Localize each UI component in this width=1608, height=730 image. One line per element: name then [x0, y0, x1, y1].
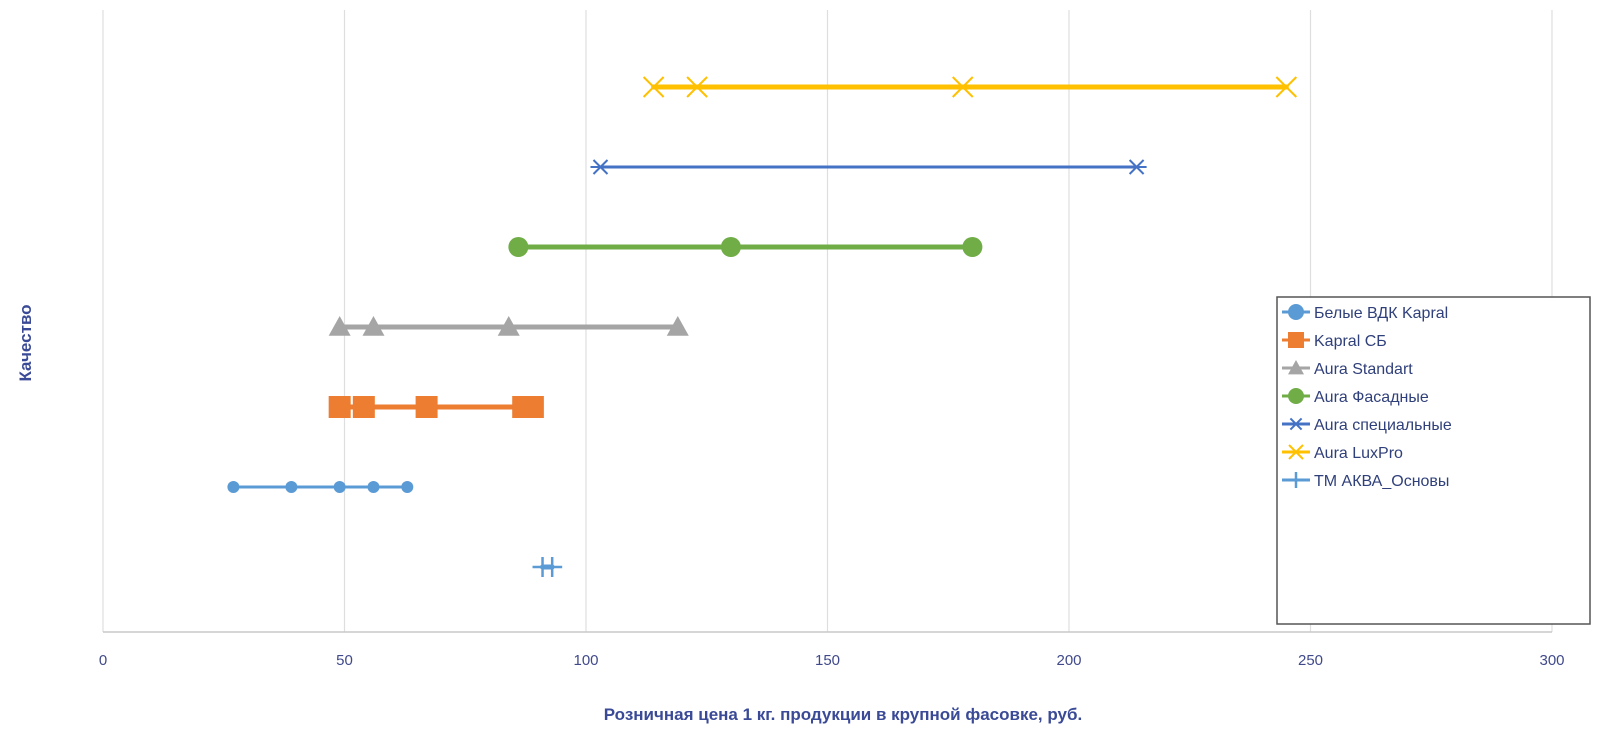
data-point-6-1: [542, 557, 563, 577]
legend-box: [1276, 296, 1591, 625]
data-point-0-3: [367, 481, 380, 493]
legend-marker-1: [1288, 332, 1304, 348]
legend-item-4: Aura специальные: [1282, 417, 1452, 434]
x-tick-label-150: 150: [815, 652, 840, 669]
data-point-0-1: [285, 481, 298, 493]
legend: Белые ВДК Kapral Kapral СБ Aura Standart Au…: [1276, 296, 1591, 625]
x-tick-label-200: 200: [1056, 652, 1081, 669]
data-point-3-2: [962, 237, 983, 257]
data-point-0-4: [401, 481, 414, 493]
data-point-5-3: [1275, 76, 1298, 98]
legend-label-4: Aura специальные: [1314, 417, 1452, 434]
legend-item-3: Aura Фасадные: [1282, 388, 1429, 406]
x-tick-label-250: 250: [1298, 652, 1323, 669]
data-point-5-1: [686, 76, 708, 98]
x-tick-label-50: 50: [336, 652, 353, 669]
data-point-0-2: [333, 481, 346, 493]
x-axis-title: Розничная цена 1 кг. продукции в крупной…: [604, 705, 1082, 724]
legend-marker-0: [1288, 304, 1304, 320]
series-5: [642, 76, 1298, 98]
data-point-1-1: [352, 396, 375, 418]
series-2: [328, 316, 689, 336]
data-point-2-2: [497, 316, 520, 336]
x-tick-label-100: 100: [573, 652, 598, 669]
legend-marker-6: [1288, 472, 1304, 488]
series-6: [532, 557, 563, 577]
legend-label-5: Aura LuxPro: [1314, 445, 1403, 462]
data-point-2-1: [362, 316, 385, 336]
series-1: [328, 396, 544, 418]
legend-marker-4: [1288, 417, 1304, 431]
legend-label-1: Kapral СБ: [1314, 333, 1387, 350]
data-point-1-0: [328, 396, 351, 418]
legend-label-2: Aura Standart: [1314, 361, 1413, 378]
data-point-2-0: [328, 316, 351, 336]
legend-marker-5: [1288, 444, 1304, 460]
data-point-4-1: [1126, 159, 1147, 175]
legend-item-2: Aura Standart: [1282, 360, 1413, 378]
series-4: [590, 159, 1147, 175]
legend-item-1: Kapral СБ: [1282, 332, 1387, 350]
legend-item-0: Белые ВДК Kapral: [1282, 304, 1448, 322]
x-tick-label-0: 0: [99, 652, 107, 669]
data-point-3-1: [720, 237, 741, 257]
y-axis-title: Качество: [16, 304, 35, 381]
data-point-4-0: [590, 159, 611, 175]
data-point-2-3: [666, 316, 689, 336]
x-axis-ticks: 0 50 100 150 200 250 300: [99, 652, 1565, 669]
series-0: [227, 481, 414, 493]
legend-marker-2: [1288, 360, 1304, 375]
legend-item-6: ТМ АКВА_Основы: [1282, 472, 1449, 490]
legend-marker-3: [1288, 388, 1304, 404]
x-tick-label-300: 300: [1539, 652, 1564, 669]
data-point-5-0: [642, 76, 665, 98]
data-point-0-0: [227, 481, 240, 493]
data-point-1-4: [521, 396, 544, 418]
data-point-1-2: [415, 396, 438, 418]
data-point-3-0: [508, 237, 529, 257]
series-group: [227, 76, 1298, 577]
series-3: [508, 237, 983, 257]
data-point-5-2: [952, 76, 974, 98]
legend-item-5: Aura LuxPro: [1282, 444, 1403, 462]
legend-label-6: ТМ АКВА_Основы: [1314, 473, 1449, 490]
legend-label-3: Aura Фасадные: [1314, 389, 1429, 406]
legend-label-0: Белые ВДК Kapral: [1314, 305, 1448, 322]
